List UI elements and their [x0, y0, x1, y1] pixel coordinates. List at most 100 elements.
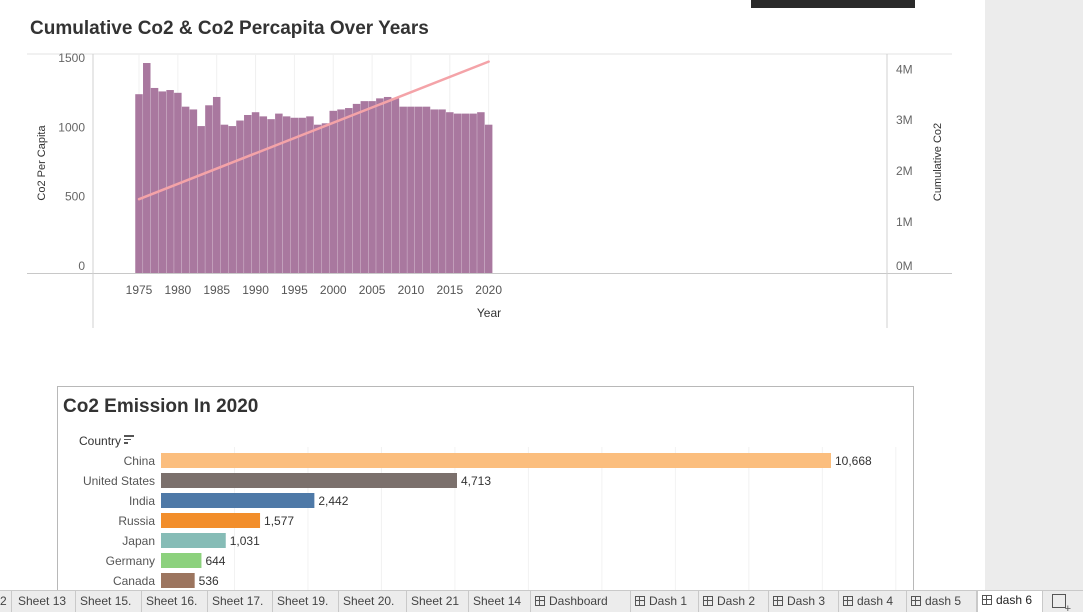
bar-2016 [453, 113, 462, 274]
cumulative-line [137, 60, 490, 201]
value-label: 644 [205, 554, 225, 568]
bar-1999 [321, 123, 330, 273]
bar-1996 [298, 117, 306, 273]
bar-1981 [181, 106, 190, 273]
bar-2017 [461, 113, 470, 274]
bar-russia [161, 513, 261, 528]
x-tick-label: 2000 [320, 283, 347, 297]
tab-label: Dash 1 [649, 594, 688, 608]
bar-2011 [414, 106, 423, 273]
bar-1997 [306, 116, 314, 274]
tab-sheet-13[interactable]: Sheet 13 [14, 591, 76, 612]
country-label: Japan [122, 534, 155, 548]
bar-1982 [189, 109, 198, 273]
tab-sheet-17-[interactable]: Sheet 17. [208, 591, 273, 612]
bar-1984 [205, 105, 213, 273]
tab-label: dash 6 [996, 593, 1033, 607]
tab-sheet-15-[interactable]: Sheet 15. [76, 591, 142, 612]
bar-2000 [329, 110, 337, 273]
tab-sheet-20-[interactable]: Sheet 20. [339, 591, 407, 612]
new-sheet-icon[interactable] [1052, 594, 1071, 612]
bar-1993 [275, 113, 283, 274]
tab-label: Dashboard [549, 594, 608, 608]
bar-1978 [158, 91, 167, 274]
bar-1983 [197, 126, 205, 273]
chart2-title: Co2 Emission In 2020 [63, 396, 259, 417]
y2-tick-label: 1M [896, 215, 913, 229]
bar-2007 [383, 96, 392, 273]
bar-2004 [360, 101, 369, 273]
tab-dash-4[interactable]: dash 4 [839, 591, 907, 612]
x-tick-label: 1995 [281, 283, 308, 297]
country-label: India [129, 494, 155, 508]
dashboard-grid-icon [635, 596, 645, 606]
x-tick-label: 1985 [203, 283, 230, 297]
dashboard-grid-icon [773, 596, 783, 606]
value-label: 1,577 [264, 514, 294, 528]
emission-panel: China 10,668 United States 4,713 India 2,442 R… [57, 386, 914, 597]
bar-canada [161, 573, 195, 588]
tab-dash-6[interactable]: dash 6 [977, 591, 1043, 612]
bar-2012 [422, 106, 431, 273]
tab-label: Sheet 17. [212, 594, 264, 608]
bar-2019 [477, 112, 485, 274]
value-label: 2,442 [318, 494, 348, 508]
x-tick-label: 1990 [242, 283, 269, 297]
y2-tick-label: 0M [896, 259, 913, 273]
bar-1995 [290, 117, 299, 273]
y-tick-label: 0 [78, 259, 85, 273]
tab-sheet-19-[interactable]: Sheet 19. [273, 591, 339, 612]
dashboard-grid-icon [703, 596, 713, 606]
bar-2002 [345, 108, 353, 273]
value-label: 10,668 [835, 454, 872, 468]
tab-label: Dash 3 [787, 594, 826, 608]
bar-2010 [407, 106, 415, 273]
bar-2014 [438, 109, 446, 273]
tab-sheet-14[interactable]: Sheet 14 [469, 591, 531, 612]
country-label: Russia [118, 514, 155, 528]
bar-1989 [244, 114, 252, 274]
tab-dash-5[interactable]: dash 5 [907, 591, 977, 612]
country-header[interactable]: Country [79, 434, 135, 448]
tab-sheet-21[interactable]: Sheet 21 [407, 591, 469, 612]
tab-dashboard[interactable]: Dashboard [531, 591, 631, 612]
tab-label: dash 4 [857, 594, 894, 608]
bar-1985 [212, 96, 221, 273]
x-tick-label: 2015 [436, 283, 463, 297]
hbar-chart: China 10,668 United States 4,713 India 2,442 R… [83, 447, 897, 597]
tab-label: Dash 2 [717, 594, 756, 608]
bar-2013 [430, 109, 439, 273]
tab-label: Sheet 20. [343, 594, 395, 608]
tab-label: Sheet 19. [277, 594, 329, 608]
bar-1991 [259, 116, 268, 274]
y2-tick-label: 4M [896, 62, 913, 76]
country-header-label: Country [79, 434, 122, 448]
sort-icon[interactable] [124, 435, 135, 444]
x-tick-label: 1975 [126, 283, 153, 297]
bar-germany [161, 553, 202, 568]
tab-2[interactable]: 2 [0, 591, 12, 612]
tab-dash-2[interactable]: Dash 2 [699, 591, 769, 612]
dashboard-grid-icon [982, 595, 992, 605]
y-tick-label: 500 [65, 190, 85, 204]
y2-tick-label: 2M [896, 164, 913, 178]
y-tick-label: 1500 [58, 51, 85, 65]
y-tick-label: 1000 [58, 120, 85, 134]
sheet-tab-bar: 2 Sheet 13 Sheet 15. Sheet 16. Sheet 17. Shee… [0, 590, 1083, 612]
x-axis-label: Year [477, 306, 501, 320]
top-dark-bar [751, 0, 915, 8]
x-tick-label: 1980 [164, 283, 191, 297]
bar-2018 [469, 113, 477, 274]
bar-1998 [313, 124, 322, 273]
bar-1992 [267, 119, 275, 273]
tab-dash-1[interactable]: Dash 1 [631, 591, 699, 612]
tab-sheet-16-[interactable]: Sheet 16. [142, 591, 208, 612]
combo-chart: 0 500 1000 1500 0M 1M 2M 3M 4M 1975 1980 1985 1990 19… [27, 51, 952, 328]
bar-1987 [228, 126, 236, 273]
bar-1994 [282, 116, 291, 274]
bar-1976 [143, 63, 151, 274]
tab-dash-3[interactable]: Dash 3 [769, 591, 839, 612]
dashboard-grid-icon [911, 596, 921, 606]
value-label: 1,031 [230, 534, 260, 548]
